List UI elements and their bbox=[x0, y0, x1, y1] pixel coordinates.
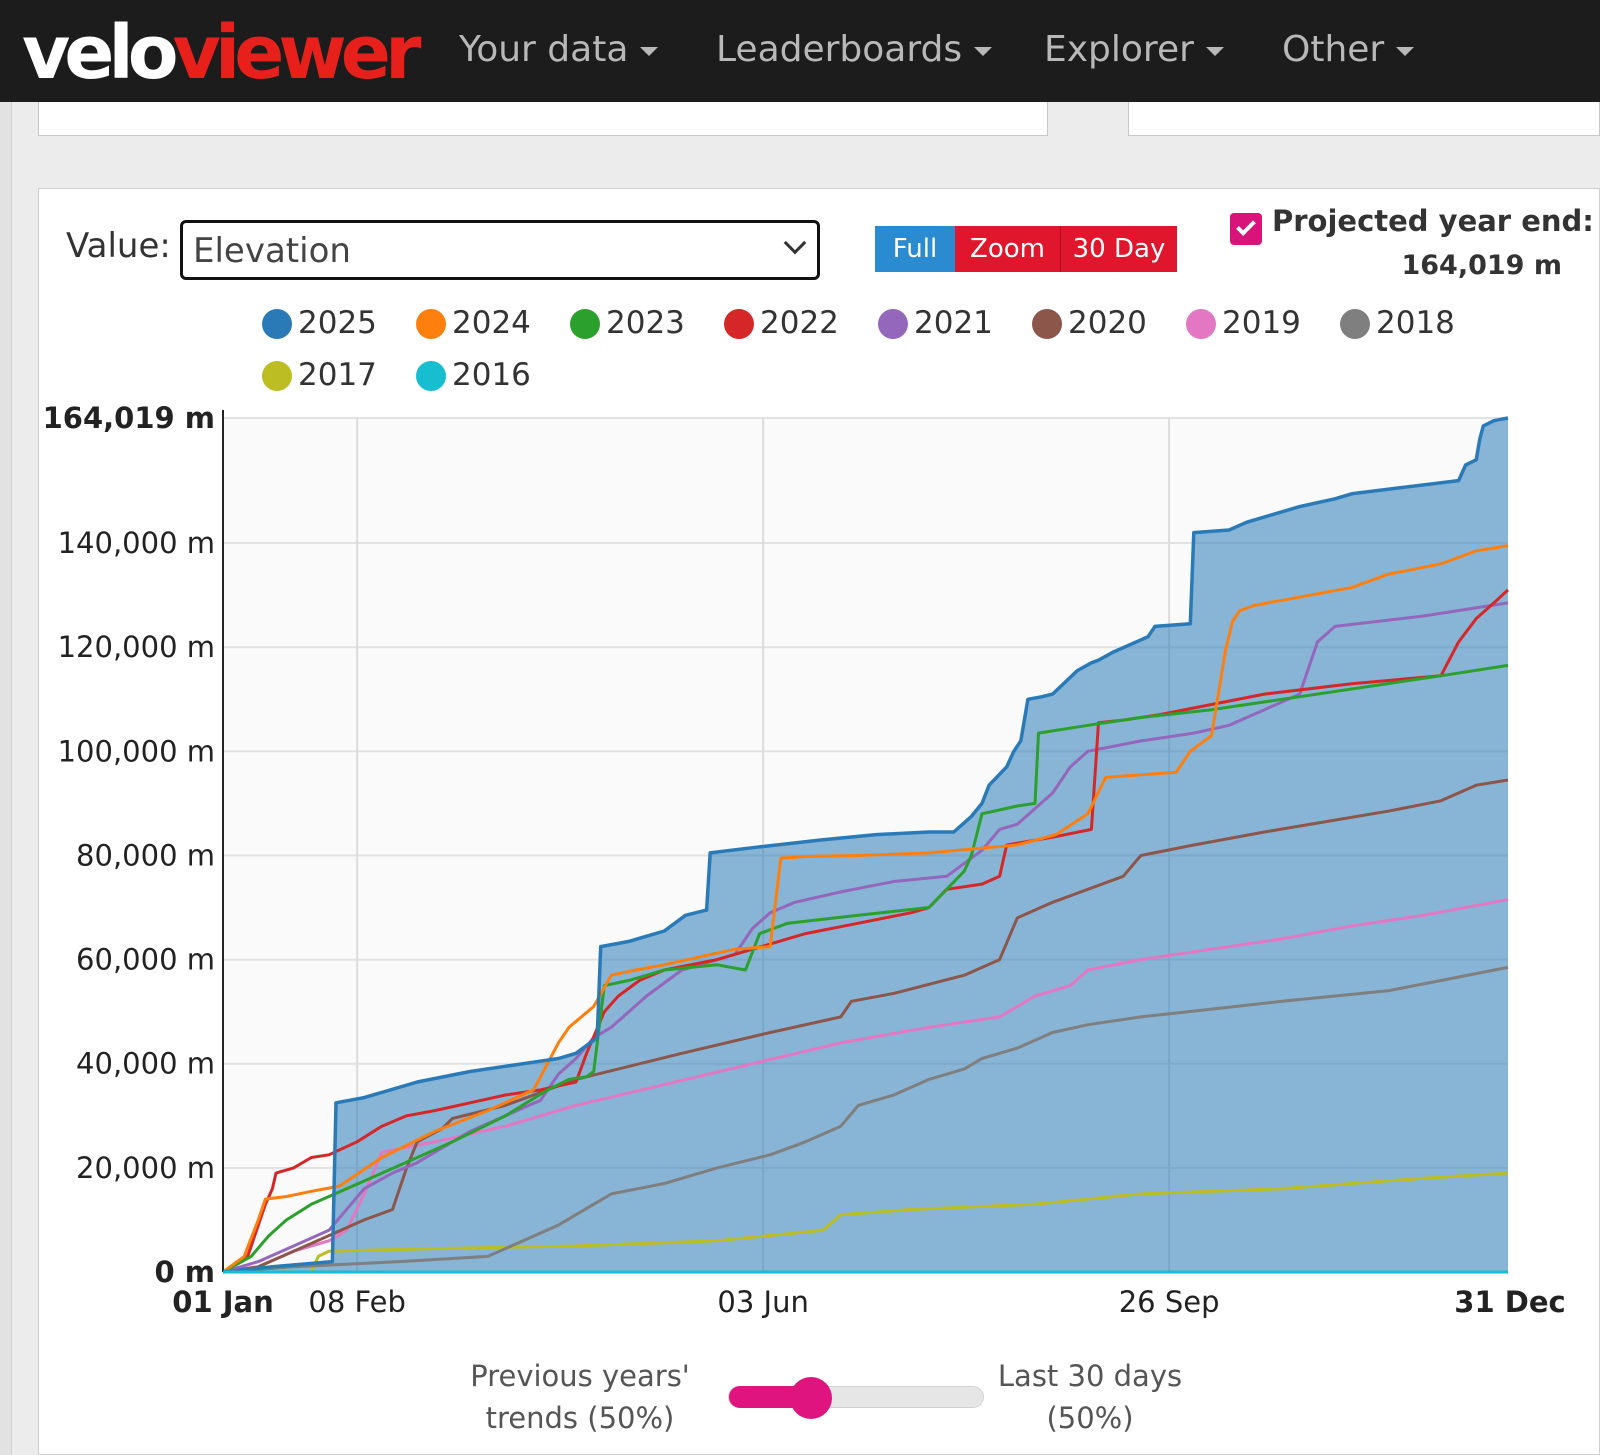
legend-dot-icon bbox=[724, 309, 754, 339]
legend-label: 2023 bbox=[606, 305, 685, 341]
caret-down-icon bbox=[974, 46, 993, 56]
nav-explorer-label: Explorer bbox=[1044, 29, 1194, 70]
legend-label: 2024 bbox=[452, 305, 531, 341]
nav-leaderboards[interactable]: Leaderboards bbox=[716, 28, 993, 72]
checkmark-icon bbox=[1236, 216, 1256, 236]
legend-dot-icon bbox=[1340, 309, 1370, 339]
nav-explorer[interactable]: Explorer bbox=[1044, 28, 1224, 72]
zoom-button[interactable]: Zoom bbox=[955, 226, 1061, 272]
legend-item-2018[interactable]: 2018 bbox=[1340, 305, 1455, 341]
series-area-2025 bbox=[223, 418, 1508, 1272]
slider-right-label: Last 30 days (50%) bbox=[965, 1355, 1215, 1439]
y-tick-label: 0 m bbox=[155, 1255, 216, 1289]
y-tick-label: 40,000 m bbox=[76, 1047, 215, 1081]
legend-item-2023[interactable]: 2023 bbox=[570, 305, 685, 341]
caret-down-icon bbox=[640, 46, 659, 56]
x-tick-label: 26 Sep bbox=[1119, 1285, 1220, 1319]
slider-left-label-line1: Previous years' bbox=[470, 1359, 690, 1393]
slider-right-label-line2: (50%) bbox=[1046, 1401, 1134, 1435]
legend-item-2024[interactable]: 2024 bbox=[416, 305, 531, 341]
y-tick-label: 20,000 m bbox=[76, 1151, 215, 1185]
legend-label: 2019 bbox=[1222, 305, 1301, 341]
legend-label: 2017 bbox=[298, 357, 377, 393]
legend-dot-icon bbox=[262, 361, 292, 391]
y-tick-label: 140,000 m bbox=[58, 526, 215, 560]
legend-dot-icon bbox=[262, 309, 292, 339]
value-select-text: Elevation bbox=[193, 231, 351, 271]
x-tick-label: 08 Feb bbox=[308, 1285, 405, 1319]
legend-item-2022[interactable]: 2022 bbox=[724, 305, 839, 341]
legend-label: 2025 bbox=[298, 305, 377, 341]
legend-dot-icon bbox=[878, 309, 908, 339]
logo-text-viewer: viewer bbox=[172, 10, 422, 96]
legend-label: 2018 bbox=[1376, 305, 1455, 341]
elevation-chart: 0 m 20,000 m 40,000 m 60,000 m 80,000 m 100,0… bbox=[43, 401, 1566, 1319]
series-line-2023 bbox=[222, 663, 1509, 1274]
slider-left-label: Previous years' trends (50%) bbox=[440, 1355, 720, 1439]
legend-item-2021[interactable]: 2021 bbox=[878, 305, 993, 341]
y-tick-label: 100,000 m bbox=[58, 734, 215, 768]
projected-year-end-checkbox[interactable] bbox=[1230, 213, 1262, 245]
legend-label: 2020 bbox=[1068, 305, 1147, 341]
veloviewer-logo[interactable]: veloviewer bbox=[22, 8, 422, 98]
legend-label: 2016 bbox=[452, 357, 531, 393]
legend-dot-icon bbox=[1032, 309, 1062, 339]
slider-right-label-line1: Last 30 days bbox=[997, 1359, 1183, 1393]
legend-label: 2022 bbox=[760, 305, 839, 341]
value-label: Value: bbox=[66, 226, 171, 266]
nav-your-data-label: Your data bbox=[459, 29, 629, 70]
legend-dot-icon bbox=[570, 309, 600, 339]
top-left-panel bbox=[38, 102, 1048, 136]
series-line-2017 bbox=[223, 1171, 1509, 1274]
y-tick-label: 120,000 m bbox=[58, 630, 215, 664]
legend-label: 2021 bbox=[914, 305, 993, 341]
legend-dot-icon bbox=[1186, 309, 1216, 339]
nav-leaderboards-label: Leaderboards bbox=[716, 29, 963, 70]
nav-other-label: Other bbox=[1282, 29, 1385, 70]
30-day-button[interactable]: 30 Day bbox=[1061, 226, 1177, 272]
legend-dot-icon bbox=[416, 361, 446, 391]
nav-your-data[interactable]: Your data bbox=[459, 28, 659, 72]
projected-year-end-value: 164,019 m bbox=[1401, 250, 1562, 281]
left-edge-panel bbox=[0, 102, 12, 1455]
slider-thumb[interactable] bbox=[789, 1377, 832, 1419]
legend-item-2016[interactable]: 2016 bbox=[416, 357, 531, 393]
value-select[interactable]: Elevation bbox=[180, 220, 820, 280]
caret-down-icon bbox=[1205, 46, 1224, 56]
series-line-2024 bbox=[222, 544, 1509, 1274]
full-button[interactable]: Full bbox=[875, 226, 955, 272]
projected-year-end-label: Projected year end: bbox=[1272, 204, 1594, 238]
y-tick-label: 164,019 m bbox=[43, 401, 215, 435]
series-line-2019 bbox=[222, 898, 1509, 1274]
chevron-down-icon bbox=[783, 231, 807, 255]
x-tick-label: 03 Jun bbox=[717, 1285, 808, 1319]
series-line-2018 bbox=[222, 965, 1509, 1274]
y-tick-label: 80,000 m bbox=[76, 838, 215, 872]
legend-item-2020[interactable]: 2020 bbox=[1032, 305, 1147, 341]
y-tick-label: 60,000 m bbox=[76, 943, 215, 977]
x-tick-label: 01 Jan bbox=[172, 1285, 273, 1319]
top-right-panel bbox=[1128, 102, 1600, 136]
series-line-2025 bbox=[222, 416, 1509, 1274]
series-line-2022 bbox=[222, 588, 1510, 1274]
navbar: veloviewer Your data Leaderboards Explor… bbox=[0, 0, 1600, 102]
legend-item-2019[interactable]: 2019 bbox=[1186, 305, 1301, 341]
x-tick-label: 31 Dec bbox=[1454, 1285, 1565, 1319]
series-line-2021 bbox=[222, 601, 1509, 1274]
caret-down-icon bbox=[1396, 46, 1415, 56]
nav-other[interactable]: Other bbox=[1282, 28, 1415, 72]
logo-text-velo: velo bbox=[22, 10, 179, 96]
slider-left-label-line2: trends (50%) bbox=[485, 1401, 675, 1435]
trend-slider[interactable] bbox=[728, 1377, 984, 1419]
legend-dot-icon bbox=[416, 309, 446, 339]
legend-item-2017[interactable]: 2017 bbox=[262, 357, 377, 393]
series-line-2020 bbox=[222, 778, 1509, 1274]
legend-item-2025[interactable]: 2025 bbox=[262, 305, 377, 341]
